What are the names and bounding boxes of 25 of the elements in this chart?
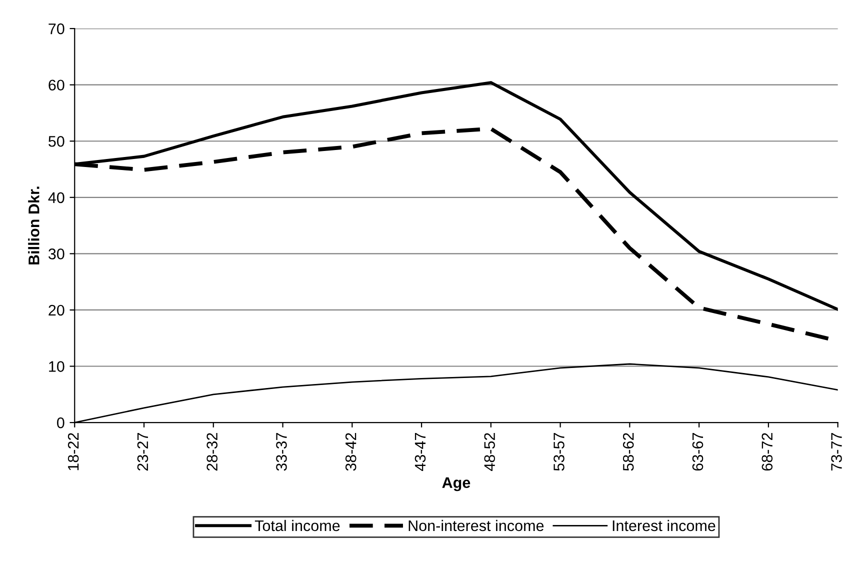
x-tick-label: 68-72 xyxy=(762,433,773,471)
x-tick-label: 23-27 xyxy=(137,433,148,471)
y-tick-label: 10 xyxy=(49,361,64,372)
x-tick-label: 63-67 xyxy=(692,433,704,471)
legend-label: Non-interest income xyxy=(408,520,544,532)
x-tick-label: 43-47 xyxy=(414,433,426,471)
x-tick-label: 38-42 xyxy=(345,433,356,471)
y-tick-label: 20 xyxy=(48,304,64,316)
x-tick-label: 48-52 xyxy=(484,433,496,471)
y-tick-label: 40 xyxy=(48,192,64,204)
y-tick-label: 70 xyxy=(48,23,64,34)
x-tick-label: 33-37 xyxy=(276,433,287,471)
y-tick-label: 50 xyxy=(48,136,64,147)
x-tick-label: 18-22 xyxy=(68,433,79,470)
y-tick-label: 60 xyxy=(48,80,64,91)
x-axis-title: Age xyxy=(442,477,470,492)
x-tick-label: 73-77 xyxy=(831,433,842,471)
legend-label: Interest income xyxy=(612,520,716,532)
y-axis-title: Billion Dkr. xyxy=(28,186,40,264)
x-tick-label: 58-62 xyxy=(622,433,634,471)
x-tick-label: 28-32 xyxy=(206,433,218,471)
y-tick-label: 0 xyxy=(57,417,64,428)
legend-label: Total income xyxy=(254,520,340,532)
x-tick-label: 53-57 xyxy=(554,433,564,471)
y-tick-label: 30 xyxy=(48,248,64,260)
